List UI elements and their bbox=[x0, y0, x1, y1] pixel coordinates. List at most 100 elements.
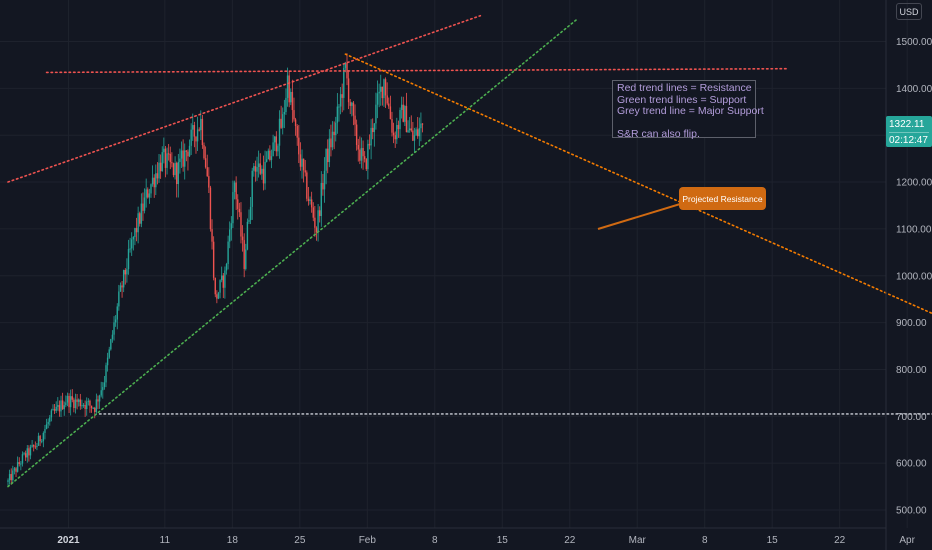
x-tick-label: 11 bbox=[160, 535, 171, 546]
candle-body bbox=[408, 128, 411, 131]
candle-body bbox=[322, 182, 324, 190]
candle-body bbox=[344, 62, 347, 68]
candle-body bbox=[53, 409, 56, 411]
candle-body bbox=[113, 322, 115, 335]
candle-body bbox=[410, 128, 412, 131]
candle-body bbox=[137, 213, 139, 233]
candle-body bbox=[108, 349, 110, 358]
candle-body bbox=[312, 207, 314, 218]
candle-body bbox=[397, 125, 400, 130]
candle-body bbox=[63, 405, 65, 410]
candle-body bbox=[188, 145, 191, 157]
candle-body bbox=[16, 462, 19, 472]
candle-body bbox=[413, 135, 416, 141]
candle-body bbox=[116, 306, 118, 320]
candle-body bbox=[105, 365, 107, 383]
candle-body bbox=[57, 405, 59, 407]
candle-body bbox=[240, 212, 242, 237]
candle-body bbox=[39, 435, 41, 442]
candle-body bbox=[299, 154, 302, 167]
candle-body bbox=[412, 130, 414, 141]
candle-body bbox=[314, 217, 316, 228]
candle-body bbox=[65, 402, 67, 406]
candle-body bbox=[286, 75, 289, 98]
candle-body bbox=[171, 162, 173, 164]
candle-body bbox=[196, 129, 199, 142]
candle-body bbox=[119, 285, 122, 292]
candle-body bbox=[135, 228, 138, 233]
note-major-support: Grey trend line = Major Support bbox=[617, 105, 764, 117]
candle-body bbox=[200, 118, 202, 131]
candle-body bbox=[396, 125, 398, 140]
candle-body bbox=[275, 136, 278, 152]
candle-body bbox=[179, 158, 181, 163]
candle-body bbox=[249, 206, 252, 221]
candle-body bbox=[139, 213, 141, 224]
candle-body bbox=[158, 162, 160, 179]
x-tick-label: Mar bbox=[629, 535, 647, 546]
candle-body bbox=[290, 91, 292, 103]
candle-body bbox=[420, 123, 422, 129]
x-tick-label: 18 bbox=[227, 535, 239, 546]
candle-body bbox=[8, 474, 11, 481]
candle-body bbox=[44, 429, 46, 433]
candle-body bbox=[265, 159, 268, 162]
candle-body bbox=[304, 170, 306, 173]
candle-body bbox=[148, 193, 151, 198]
candle-body bbox=[47, 421, 49, 425]
candle-body bbox=[106, 357, 109, 366]
candle-body bbox=[365, 159, 367, 170]
candle-body bbox=[378, 91, 380, 94]
candle-body bbox=[206, 167, 208, 177]
legend-note: Red trend lines = Resistance Green trend… bbox=[612, 80, 764, 140]
candle-body bbox=[214, 277, 216, 295]
candle-body bbox=[110, 339, 112, 350]
candle-body bbox=[230, 223, 233, 230]
callout-pointer bbox=[597, 200, 691, 230]
candle-body bbox=[367, 143, 369, 170]
candle-body bbox=[362, 147, 364, 157]
candle-body bbox=[74, 399, 77, 408]
candle-body bbox=[150, 184, 152, 194]
candle-body bbox=[7, 480, 9, 482]
candle-body bbox=[153, 177, 155, 188]
candle-body bbox=[360, 147, 363, 161]
candle-body bbox=[216, 294, 218, 299]
candle-body bbox=[127, 249, 130, 270]
candle-body bbox=[204, 158, 207, 168]
candle-body bbox=[400, 104, 403, 110]
candle-body bbox=[69, 396, 72, 408]
candle-body bbox=[402, 104, 404, 122]
candle-body bbox=[187, 151, 189, 157]
x-tick-label: 15 bbox=[497, 535, 509, 546]
candle-body bbox=[209, 187, 212, 230]
candle-body bbox=[267, 150, 269, 160]
candle-body bbox=[392, 132, 395, 136]
candle-body bbox=[363, 156, 366, 160]
candle-body bbox=[225, 263, 228, 271]
candle-body bbox=[325, 148, 327, 171]
candle-body bbox=[79, 399, 81, 407]
candle-body bbox=[351, 102, 353, 106]
candle-body bbox=[418, 128, 421, 137]
candle-body bbox=[129, 248, 131, 250]
candle-body bbox=[352, 102, 355, 116]
candle-body bbox=[272, 142, 274, 157]
candle-body bbox=[291, 91, 294, 111]
note-flip: S&R can also flip. bbox=[617, 127, 700, 140]
currency-button[interactable]: USD bbox=[896, 3, 922, 20]
candle-body bbox=[134, 228, 136, 238]
candle-body bbox=[376, 93, 379, 105]
candle-body bbox=[373, 123, 376, 133]
candle-body bbox=[257, 163, 260, 167]
candle-body bbox=[380, 86, 382, 92]
candle-body bbox=[277, 145, 279, 152]
candle-body bbox=[41, 441, 43, 443]
candle-body bbox=[338, 106, 340, 108]
candle-body bbox=[306, 172, 308, 199]
candle-body bbox=[232, 192, 234, 224]
candle-body bbox=[90, 405, 93, 408]
candle-body bbox=[254, 166, 257, 172]
